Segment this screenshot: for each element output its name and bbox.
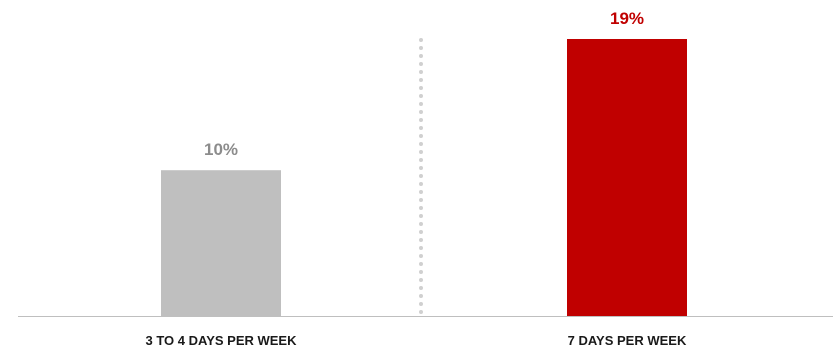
bars-group xyxy=(161,39,687,316)
bar-value-label-1: 10% xyxy=(204,140,238,159)
category-label-2: 7 DAYS PER WEEK xyxy=(568,333,687,348)
bar-1 xyxy=(161,170,281,316)
bar-value-label-2: 19% xyxy=(610,9,644,28)
bar-2 xyxy=(567,39,687,316)
category-labels-group: 3 TO 4 DAYS PER WEEK 7 DAYS PER WEEK xyxy=(146,333,687,348)
value-labels-group: 10% 19% xyxy=(204,9,644,159)
category-label-1: 3 TO 4 DAYS PER WEEK xyxy=(146,333,298,348)
